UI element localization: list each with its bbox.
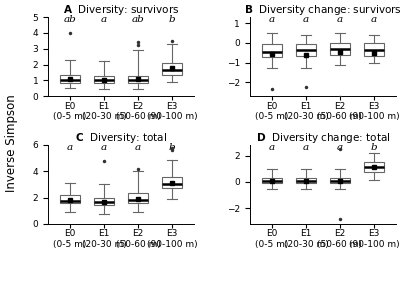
PathPatch shape — [128, 75, 148, 83]
PathPatch shape — [162, 177, 182, 188]
PathPatch shape — [262, 44, 282, 57]
Text: a: a — [67, 143, 73, 152]
Text: a: a — [371, 15, 377, 24]
Title: $\mathbf{C}$  Diversity: total: $\mathbf{C}$ Diversity: total — [75, 131, 167, 145]
Text: b: b — [370, 143, 377, 152]
Text: ab: ab — [64, 15, 76, 24]
Text: a: a — [303, 15, 309, 24]
PathPatch shape — [94, 75, 114, 83]
PathPatch shape — [296, 178, 316, 183]
Title: $\mathbf{B}$  Diversity change: survivors: $\mathbf{B}$ Diversity change: survivors — [244, 3, 400, 17]
PathPatch shape — [364, 43, 384, 56]
PathPatch shape — [262, 178, 282, 183]
PathPatch shape — [94, 197, 114, 205]
Text: b: b — [169, 15, 176, 24]
PathPatch shape — [364, 162, 384, 172]
Text: ab: ab — [132, 15, 144, 24]
Text: Inverse Simpson: Inverse Simpson — [5, 95, 18, 192]
PathPatch shape — [330, 178, 350, 183]
Text: a: a — [101, 143, 107, 152]
Title: $\mathbf{A}$  Diversity: survivors: $\mathbf{A}$ Diversity: survivors — [63, 3, 179, 17]
PathPatch shape — [296, 44, 316, 56]
Text: b: b — [169, 143, 176, 152]
Text: a: a — [101, 15, 107, 24]
PathPatch shape — [330, 43, 350, 55]
PathPatch shape — [60, 195, 80, 203]
Text: a: a — [269, 143, 275, 152]
Text: a: a — [337, 15, 343, 24]
Text: a: a — [135, 143, 141, 152]
Text: a: a — [269, 15, 275, 24]
PathPatch shape — [60, 75, 80, 83]
Text: a: a — [303, 143, 309, 152]
Text: a: a — [337, 143, 343, 152]
Title: $\mathbf{D}$  Diversity change: total: $\mathbf{D}$ Diversity change: total — [256, 131, 390, 145]
PathPatch shape — [162, 63, 182, 75]
PathPatch shape — [128, 193, 148, 203]
